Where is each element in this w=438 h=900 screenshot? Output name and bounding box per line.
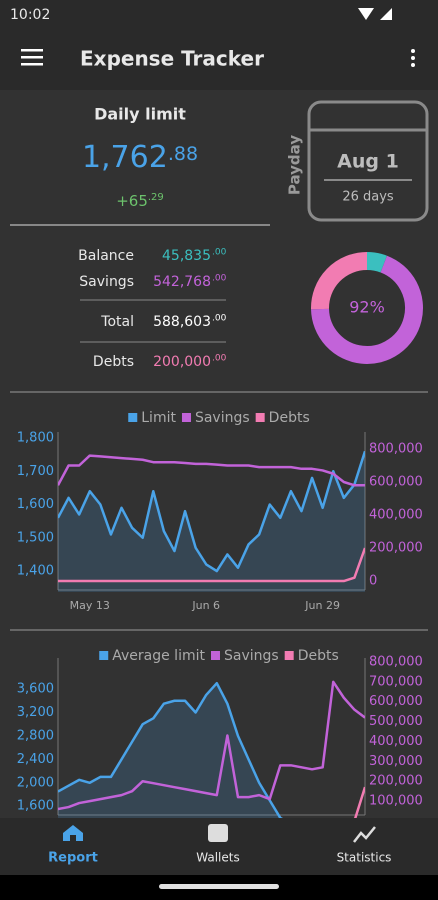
account-label: Debts [93,354,134,370]
y2-tick-label: 400,000 [369,734,423,749]
y-tick-label: 2,000 [17,775,54,790]
legend-label: Debts [269,410,310,426]
legend-swatch [128,413,138,422]
y2-tick-label: 200,000 [369,774,423,789]
status-time: 10:02 [10,7,50,23]
legend-swatch [210,651,220,660]
y-tick-label: 1,700 [17,464,54,479]
daily-limit-label: Daily limit [94,105,186,124]
legend-swatch [284,651,294,660]
legend-label: Savings [195,410,250,426]
daily-limit: 1,762.88 [82,140,198,175]
donut-segment [311,255,423,364]
legend-label: Debts [298,648,339,664]
y2-tick-label: 800,000 [369,441,423,456]
y2-tick-label: 600,000 [369,474,423,489]
report-icon[interactable] [63,825,83,841]
y-tick-label: 2,800 [17,728,54,743]
y-tick-label: 2,400 [17,752,54,767]
y-tick-label: 1,600 [17,799,54,814]
y2-tick-label: 100,000 [369,794,423,809]
daily-limit-value: 1,762 [82,140,168,175]
account-value: 45,835 [162,248,211,264]
legend-label: Limit [141,410,176,426]
account-cents: .00 [212,274,227,284]
signal-icon [380,8,392,20]
y2-tick-label: 0 [369,574,377,589]
y2-tick-label: 600,000 [369,694,423,709]
donut-segment [366,252,387,273]
line [58,547,365,583]
y-tick-label: 1,600 [17,497,54,512]
overflow-button[interactable] [411,49,415,67]
account-label: Savings [79,274,134,290]
payday-days: 26 days [342,190,394,205]
legend-label: Savings [224,648,279,664]
y2-tick-label: 800,000 [369,654,423,669]
line [58,680,365,811]
account-cents: .00 [212,314,227,324]
y2-tick-label: 400,000 [369,508,423,523]
donut-label: 92% [349,298,385,317]
y-tick-label: 3,200 [17,705,54,720]
plot [58,450,365,592]
account-value: 542,768 [153,274,211,290]
legend-swatch [255,413,265,422]
menu-button[interactable] [21,49,43,66]
legend-swatch [181,413,191,422]
account-value: 588,603 [153,314,211,330]
line-chart: 1,400 1,500 1,600 1,700 1,800 0 200,000 400,000… [17,410,423,612]
nav-wallets[interactable]: Wallets [196,851,239,865]
plot [58,680,365,818]
account-cents: .00 [212,248,227,258]
wifi-icon [358,8,374,20]
daily-change-cents: .29 [148,192,164,203]
y-tick-label: 1,500 [17,530,54,545]
area [58,451,365,592]
x-tick-label: May 13 [70,599,110,612]
line-chart: 1,600 2,000 2,400 2,800 3,200 3,600 100,000 200… [17,648,423,818]
y2-tick-label: 500,000 [369,714,423,729]
y-tick-label: 1,800 [17,430,54,445]
y-tick-label: 3,600 [17,682,54,697]
x-tick-label: Jun 29 [304,599,340,612]
app-bar [0,0,438,90]
x-tick-label: Jun 6 [191,599,220,612]
y-tick-label: 1,400 [17,564,54,579]
gesture-pill[interactable] [159,884,279,889]
y2-tick-label: 300,000 [369,754,423,769]
statistics-icon[interactable] [353,826,376,843]
area [58,683,281,818]
wallets-icon[interactable] [208,824,228,842]
y2-tick-label: 700,000 [369,674,423,689]
daily-change-value: +65 [116,192,148,210]
payday-label: Payday [286,135,304,195]
daily-change: +65.29 [116,192,164,210]
app-title: Expense Tracker [80,47,264,71]
nav-statistics[interactable]: Statistics [337,851,392,865]
account-label: Balance [78,248,134,264]
donut-segment [311,252,368,310]
account-label: Total [100,314,134,330]
payday-card[interactable] [307,100,429,222]
account-value: 200,000 [153,354,211,370]
line [58,681,284,818]
line [58,454,365,487]
legend-label: Average limit [112,648,205,664]
account-cents: .00 [212,354,227,364]
y2-tick-label: 200,000 [369,541,423,556]
line [58,450,365,573]
payday-date: Aug 1 [337,151,399,173]
nav-report[interactable]: Report [48,851,98,866]
legend-swatch [99,651,109,660]
daily-limit-cents: .88 [168,143,198,165]
